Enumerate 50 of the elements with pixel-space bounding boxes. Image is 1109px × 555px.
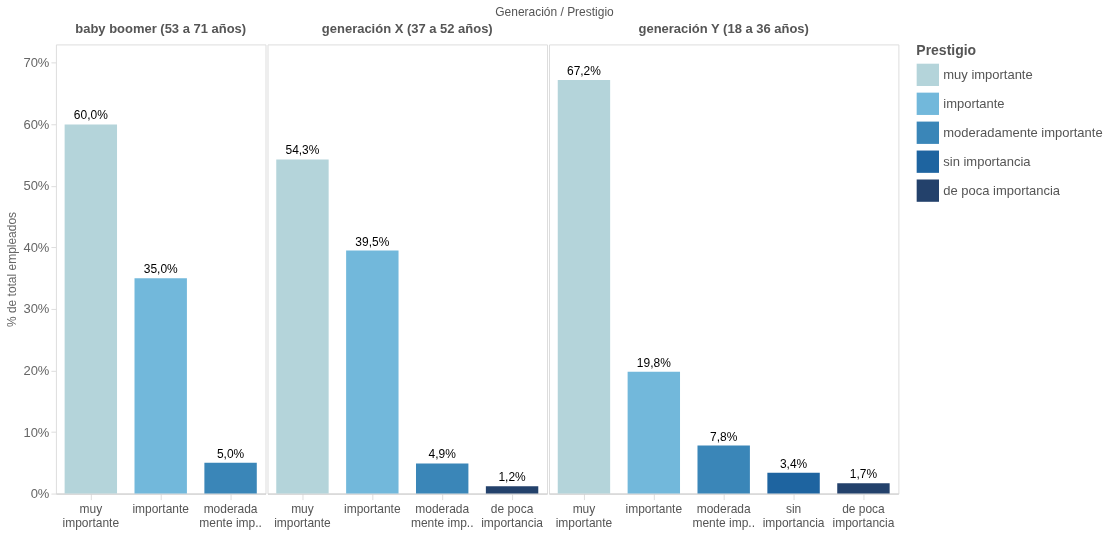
y-tick-label: 30%: [23, 301, 50, 317]
text: 67,2%: [566, 64, 601, 79]
y-axis-title: % de total empleados: [5, 211, 20, 328]
chart-title: generación Y (18 a 36 años): [638, 21, 809, 37]
bar: [276, 159, 329, 494]
legend-label: muy importante: [943, 66, 1033, 82]
data-label: 54,3%: [285, 143, 320, 158]
text: 3,4%: [779, 456, 808, 471]
x-tick-label: moderada mente imp..: [410, 502, 474, 531]
legend-title: Prestigio: [916, 42, 977, 59]
x-tick-label: de poca importancia: [481, 502, 544, 531]
legend-label: importante: [943, 95, 1005, 111]
bar: [346, 250, 399, 494]
bar: [416, 463, 469, 494]
x-tick-label: muy importante: [62, 502, 120, 531]
x-tick-label: de poca importancia: [832, 502, 895, 531]
x-tick-label: muy importante: [274, 502, 332, 531]
data-label: 35,0%: [143, 262, 179, 277]
legend-label: de poca importancia: [943, 182, 1061, 198]
data-label: 39,5%: [355, 234, 390, 249]
x-tick-label: importante: [625, 502, 683, 517]
y-tick-label: 50%: [23, 178, 50, 194]
y-tick-label: 40%: [23, 239, 50, 255]
x-tick-label: sin importancia: [762, 502, 825, 531]
x-tick-label: moderada mente imp..: [199, 502, 262, 531]
y-tick-label: 60%: [23, 116, 50, 132]
bar: [204, 462, 257, 494]
data-label: 1,2%: [498, 470, 527, 485]
y-tick-label: 20%: [23, 363, 50, 379]
x-tick-label: muy importante: [555, 502, 613, 531]
bar: [134, 278, 187, 494]
x-tick-label: importante: [132, 502, 190, 517]
bar: [64, 124, 118, 494]
x-tick-label: moderada mente imp..: [692, 502, 755, 531]
data-label: 60,0%: [73, 108, 109, 123]
text: 1,7%: [849, 467, 878, 482]
text: 19,8%: [636, 355, 671, 370]
x-tick-label: importante: [344, 502, 401, 517]
y-tick-label: 0%: [30, 486, 50, 502]
chart-title: baby boomer (53 a 71 años): [75, 21, 247, 37]
y-tick-label: 10%: [23, 424, 50, 440]
text: 7,8%: [710, 429, 738, 444]
chart-title: generación X (37 a 52 años): [321, 21, 493, 37]
legend-label: moderadamente importante: [943, 124, 1103, 140]
data-label: 4,9%: [428, 447, 457, 462]
legend-label: sin importancia: [943, 153, 1032, 169]
data-label: 5,0%: [216, 446, 245, 461]
y-tick-label: 70%: [23, 55, 50, 71]
bar: [485, 486, 539, 494]
text: Generación / Prestigio: [495, 4, 615, 19]
